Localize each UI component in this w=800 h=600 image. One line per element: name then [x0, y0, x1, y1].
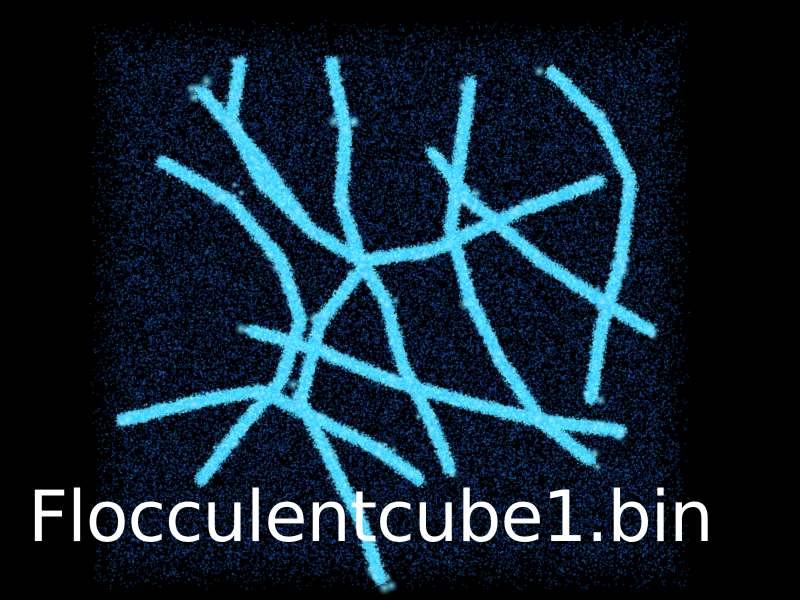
filename-caption: Flocculentcube1.bin: [28, 476, 714, 558]
